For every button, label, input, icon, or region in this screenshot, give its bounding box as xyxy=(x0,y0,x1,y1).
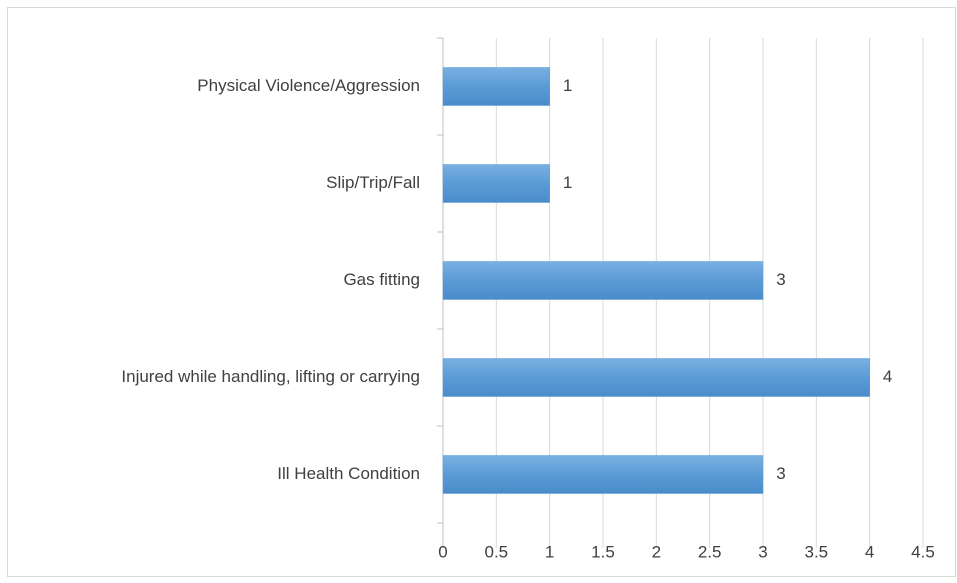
x-tick-label: 4 xyxy=(865,542,874,561)
data-label: 3 xyxy=(776,464,785,483)
x-tick-label: 2 xyxy=(652,542,661,561)
bar xyxy=(442,164,550,203)
x-tick-label: 1.5 xyxy=(591,542,615,561)
y-tick-label: Gas fitting xyxy=(343,270,420,289)
y-tick-label: Injured while handling, lifting or carry… xyxy=(121,367,420,386)
x-tick-label: 2.5 xyxy=(698,542,722,561)
x-tick-label: 1 xyxy=(545,542,554,561)
y-tick-label: Physical Violence/Aggression xyxy=(197,76,420,95)
y-tick-label: Ill Health Condition xyxy=(277,464,420,483)
data-label: 1 xyxy=(563,76,572,95)
data-label: 1 xyxy=(563,173,572,192)
bar xyxy=(442,261,764,300)
x-tick-label: 0 xyxy=(438,542,447,561)
bar xyxy=(442,455,764,494)
x-tick-label: 0.5 xyxy=(485,542,509,561)
data-label: 4 xyxy=(883,367,892,386)
x-tick-label: 4.5 xyxy=(911,542,935,561)
bar xyxy=(442,67,550,106)
x-tick-label: 3 xyxy=(758,542,767,561)
data-label: 3 xyxy=(776,270,785,289)
y-tick-label: Slip/Trip/Fall xyxy=(326,173,420,192)
x-tick-label: 3.5 xyxy=(805,542,829,561)
bar xyxy=(442,358,870,397)
